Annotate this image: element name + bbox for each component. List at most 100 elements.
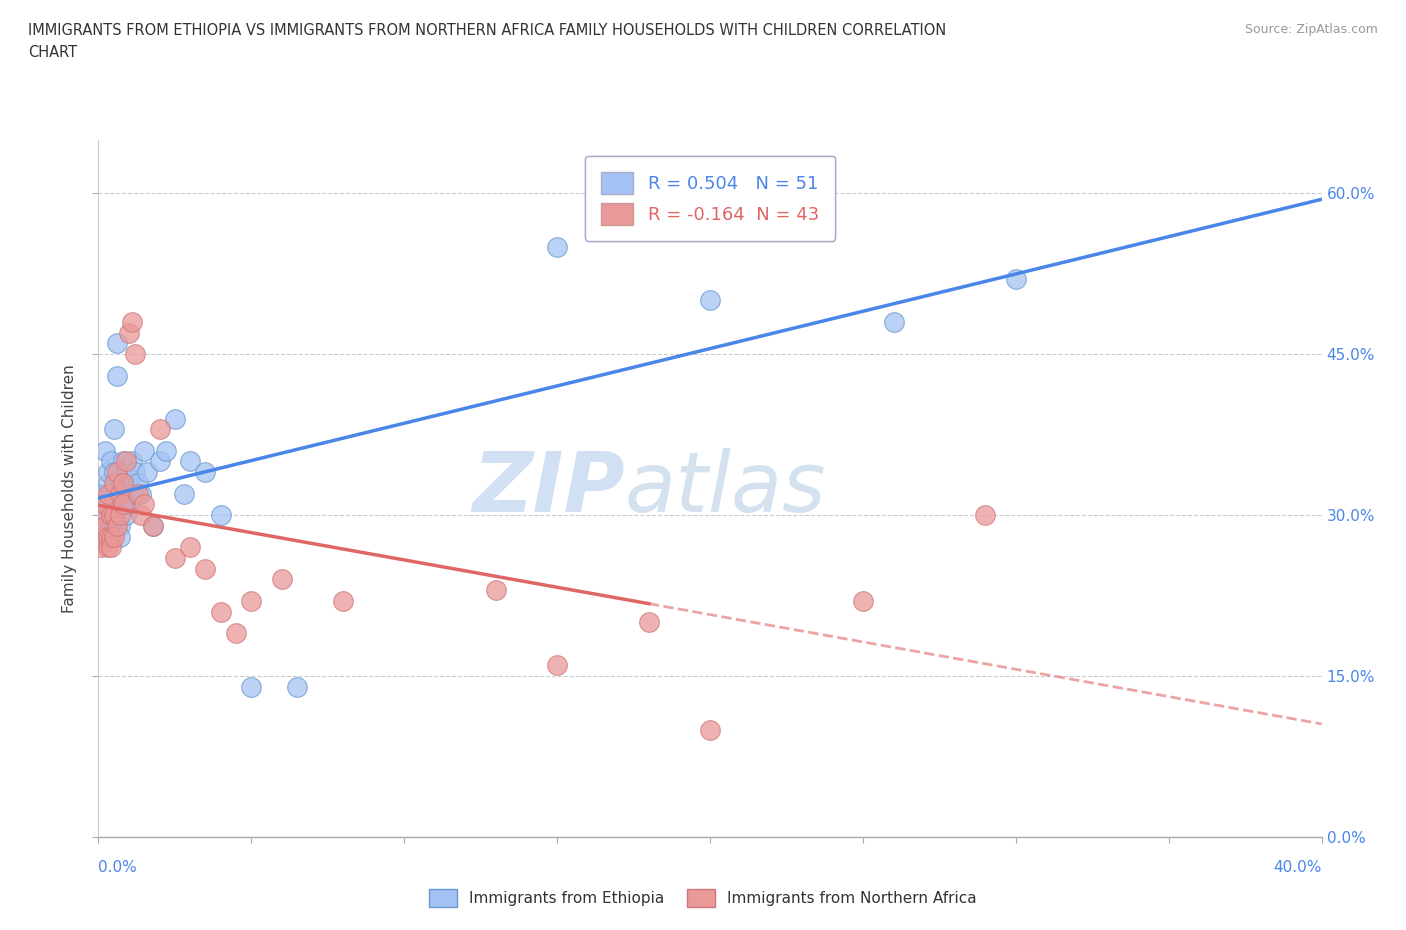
Point bbox=[105, 336, 128, 351]
Point bbox=[103, 475, 125, 490]
Point bbox=[97, 465, 120, 480]
Point bbox=[105, 465, 128, 480]
Point bbox=[90, 529, 112, 544]
Point bbox=[124, 347, 146, 362]
Point bbox=[699, 723, 721, 737]
Point bbox=[105, 518, 128, 533]
Point bbox=[118, 326, 141, 340]
Point bbox=[108, 475, 131, 490]
Point bbox=[100, 508, 122, 523]
Point bbox=[103, 529, 125, 544]
Point bbox=[93, 497, 115, 512]
Point bbox=[134, 444, 156, 458]
Legend: R = 0.504   N = 51, R = -0.164  N = 43: R = 0.504 N = 51, R = -0.164 N = 43 bbox=[585, 155, 835, 241]
Point bbox=[142, 518, 165, 533]
Point bbox=[134, 497, 156, 512]
Point bbox=[97, 497, 120, 512]
Point bbox=[108, 529, 131, 544]
Point bbox=[332, 593, 354, 608]
Y-axis label: Family Households with Children: Family Households with Children bbox=[62, 364, 77, 613]
Point bbox=[285, 679, 308, 694]
Point bbox=[97, 529, 120, 544]
Point bbox=[637, 615, 661, 630]
Point bbox=[546, 658, 568, 672]
Point bbox=[136, 465, 159, 480]
Point bbox=[103, 422, 125, 437]
Point bbox=[974, 508, 997, 523]
Point bbox=[142, 518, 165, 533]
Point bbox=[115, 465, 138, 480]
Text: atlas: atlas bbox=[624, 447, 827, 529]
Point bbox=[100, 529, 122, 544]
Point bbox=[90, 508, 112, 523]
Point bbox=[93, 518, 115, 533]
Point bbox=[179, 539, 201, 554]
Point bbox=[115, 454, 138, 469]
Legend: Immigrants from Ethiopia, Immigrants from Northern Africa: Immigrants from Ethiopia, Immigrants fro… bbox=[423, 884, 983, 913]
Point bbox=[699, 293, 721, 308]
Point bbox=[93, 518, 115, 533]
Point bbox=[97, 486, 120, 501]
Point bbox=[90, 486, 112, 501]
Point bbox=[97, 529, 120, 544]
Point bbox=[100, 539, 122, 554]
Point bbox=[103, 465, 125, 480]
Point bbox=[103, 508, 125, 523]
Text: 40.0%: 40.0% bbox=[1274, 860, 1322, 875]
Point bbox=[118, 475, 141, 490]
Point bbox=[163, 551, 186, 565]
Point bbox=[111, 475, 134, 490]
Point bbox=[209, 508, 232, 523]
Point bbox=[225, 626, 247, 641]
Point bbox=[179, 454, 201, 469]
Point bbox=[111, 454, 134, 469]
Point bbox=[105, 368, 128, 383]
Point bbox=[90, 508, 112, 523]
Point bbox=[111, 497, 134, 512]
Point bbox=[100, 486, 122, 501]
Point bbox=[115, 508, 138, 523]
Point bbox=[100, 518, 122, 533]
Point bbox=[111, 497, 134, 512]
Point bbox=[93, 444, 115, 458]
Text: CHART: CHART bbox=[28, 45, 77, 60]
Point bbox=[90, 539, 112, 554]
Point bbox=[485, 583, 508, 598]
Point bbox=[118, 497, 141, 512]
Point bbox=[240, 679, 263, 694]
Point bbox=[121, 486, 143, 501]
Text: IMMIGRANTS FROM ETHIOPIA VS IMMIGRANTS FROM NORTHERN AFRICA FAMILY HOUSEHOLDS WI: IMMIGRANTS FROM ETHIOPIA VS IMMIGRANTS F… bbox=[28, 23, 946, 38]
Point bbox=[105, 475, 128, 490]
Point bbox=[93, 497, 115, 512]
Point bbox=[124, 465, 146, 480]
Point bbox=[194, 465, 217, 480]
Point bbox=[100, 508, 122, 523]
Point bbox=[103, 518, 125, 533]
Point bbox=[127, 486, 149, 501]
Point bbox=[163, 411, 186, 426]
Point bbox=[852, 593, 875, 608]
Text: Source: ZipAtlas.com: Source: ZipAtlas.com bbox=[1244, 23, 1378, 36]
Point bbox=[194, 562, 217, 577]
Point bbox=[149, 454, 172, 469]
Text: ZIP: ZIP bbox=[472, 447, 624, 529]
Point bbox=[546, 239, 568, 254]
Point bbox=[108, 518, 131, 533]
Point bbox=[127, 475, 149, 490]
Text: 0.0%: 0.0% bbox=[98, 860, 138, 875]
Point bbox=[270, 572, 292, 587]
Point bbox=[883, 314, 905, 329]
Point bbox=[173, 486, 195, 501]
Point bbox=[240, 593, 263, 608]
Point bbox=[121, 314, 143, 329]
Point bbox=[108, 508, 131, 523]
Point bbox=[103, 497, 125, 512]
Point bbox=[121, 454, 143, 469]
Point bbox=[129, 486, 152, 501]
Point bbox=[90, 529, 112, 544]
Point bbox=[155, 444, 177, 458]
Point bbox=[149, 422, 172, 437]
Point bbox=[209, 604, 232, 619]
Point bbox=[108, 486, 131, 501]
Point bbox=[97, 539, 120, 554]
